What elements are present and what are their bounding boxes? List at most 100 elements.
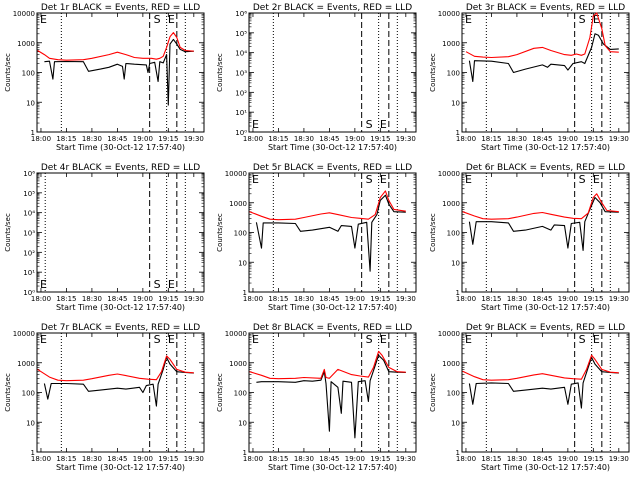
series-lld-line [465,12,619,59]
x-tick-label: 18:45 [532,455,552,463]
x-tick-label: 19:00 [133,295,153,303]
x-tick-label: 19:30 [184,455,204,463]
y-tick-label: 10² [235,89,247,97]
y-tick-label: 1 [456,289,460,297]
end-marker-label: E [593,13,600,26]
y-axis-label: Counts/sec [216,213,224,252]
y-tick-label: 10 [26,419,35,427]
origin-marker-label: E [40,333,47,346]
x-tick-label: 19:30 [396,135,416,143]
panel-5: Det 5r BLACK = Events, RED = LLD 18:00 18:… [216,163,417,312]
series-lld-line [462,354,619,381]
x-tick-label: 18:00 [243,455,263,463]
x-tick-label: 19:15 [370,455,390,463]
panel-1: Det 1r BLACK = Events, RED = LLD 18:00 18:… [4,3,205,152]
y-axis-label: Counts/sec [216,53,224,92]
panel-title: Det 9r BLACK = Events, RED = LLD [466,323,625,333]
y-tick-label: 10 [26,99,35,107]
x-tick-label: 19:00 [345,295,365,303]
plot-frame [36,332,205,453]
panel-3: Det 3r BLACK = Events, RED = LLD 18:00 18:… [429,3,630,152]
x-tick-label: 18:00 [31,455,51,463]
x-tick-label: 19:00 [558,135,578,143]
x-tick-label: 19:30 [184,135,204,143]
x-tick-label: 19:15 [583,135,603,143]
x-tick-label: 18:15 [268,135,288,143]
x-tick-label: 18:45 [107,295,127,303]
x-tick-label: 18:45 [319,295,339,303]
x-tick-label: 18:00 [243,135,263,143]
end-marker-label: E [380,333,387,346]
x-tick-label: 18:15 [268,295,288,303]
y-tick-label: 100 [234,390,247,398]
x-tick-label: 18:15 [481,455,501,463]
panel-6: Det 6r BLACK = Events, RED = LLD 18:00 18:… [429,163,630,312]
y-tick-label: 10⁶ [235,10,247,18]
y-tick-label: 100 [447,230,460,238]
y-tick-label: 1000 [442,360,460,368]
series-lld-line [37,32,194,61]
series-lld-line [249,190,406,221]
x-axis-label: Start Time (30-Oct-12 17:57:40) [481,303,610,312]
series-events-line [468,33,619,83]
start-marker-label: S [366,118,373,131]
x-axis-label: Start Time (30-Oct-12 17:57:40) [56,143,185,152]
x-tick-label: 18:15 [56,135,76,143]
x-tick-label: 19:30 [396,455,416,463]
y-tick-label: 1000 [17,40,35,48]
y-axis-label: Counts/sec [4,53,12,92]
x-axis-label: Start Time (30-Oct-12 17:57:40) [481,463,610,472]
start-marker-label: S [154,333,161,346]
y-tick-label: 10000 [225,330,247,338]
x-tick-label: 19:15 [583,295,603,303]
y-tick-label: 1 [243,289,247,297]
y-tick-label: 10⁰ [23,289,35,297]
x-tick-label: 18:30 [294,455,314,463]
x-axis-label: Start Time (30-Oct-12 17:57:40) [268,463,397,472]
x-axis-label: Start Time (30-Oct-12 17:57:40) [268,303,397,312]
origin-marker-label: E [465,333,472,346]
x-tick-label: 18:15 [268,455,288,463]
x-tick-label: 18:30 [294,295,314,303]
y-tick-label: 100 [22,390,35,398]
y-tick-label: 1000 [17,360,35,368]
x-tick-label: 19:00 [558,455,578,463]
x-axis-label: Start Time (30-Oct-12 17:57:40) [56,463,185,472]
x-tick-label: 19:00 [133,135,153,143]
end-marker-label: E [168,333,175,346]
x-tick-label: 19:30 [396,295,416,303]
y-tick-label: 1 [243,449,247,457]
y-tick-label: 10000 [438,10,460,18]
x-tick-label: 18:15 [56,295,76,303]
end-marker-label: E [168,278,175,291]
x-tick-label: 18:15 [481,135,501,143]
plot-frame [461,172,630,293]
x-tick-label: 18:45 [532,295,552,303]
y-tick-label: 10³ [23,230,35,238]
x-tick-label: 18:00 [456,135,476,143]
y-tick-label: 100 [447,390,460,398]
y-axis-label: Counts/sec [216,373,224,412]
y-tick-label: 10⁴ [23,210,35,218]
end-marker-label: E [593,173,600,186]
x-axis-label: Start Time (30-Oct-12 17:57:40) [268,143,397,152]
x-tick-label: 19:15 [583,455,603,463]
start-marker-label: S [366,333,373,346]
x-tick-label: 19:00 [345,135,365,143]
x-tick-label: 19:30 [609,295,629,303]
y-tick-label: 1000 [442,40,460,48]
y-tick-label: 10⁴ [235,50,247,58]
start-marker-label: S [579,333,586,346]
x-tick-label: 19:00 [345,455,365,463]
y-tick-label: 10 [451,259,460,267]
plot-frame [248,332,417,453]
y-axis-label: Counts/sec [429,53,437,92]
x-tick-label: 18:30 [507,135,527,143]
x-tick-label: 18:45 [107,135,127,143]
x-tick-label: 19:15 [158,455,178,463]
y-axis-label: Counts/sec [429,373,437,412]
x-tick-label: 18:30 [82,135,102,143]
series-events-line [468,356,619,409]
y-tick-label: 100 [234,230,247,238]
